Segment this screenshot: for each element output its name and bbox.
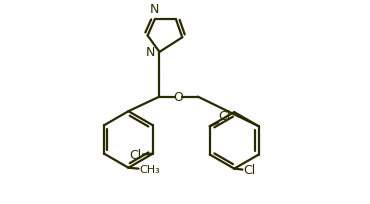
Text: Cl: Cl (219, 110, 231, 123)
Text: N: N (150, 3, 159, 16)
Text: CH₃: CH₃ (139, 164, 160, 174)
Text: Cl: Cl (130, 148, 142, 161)
Text: N: N (145, 46, 155, 59)
Text: Cl: Cl (243, 163, 255, 176)
Text: O: O (174, 91, 184, 104)
